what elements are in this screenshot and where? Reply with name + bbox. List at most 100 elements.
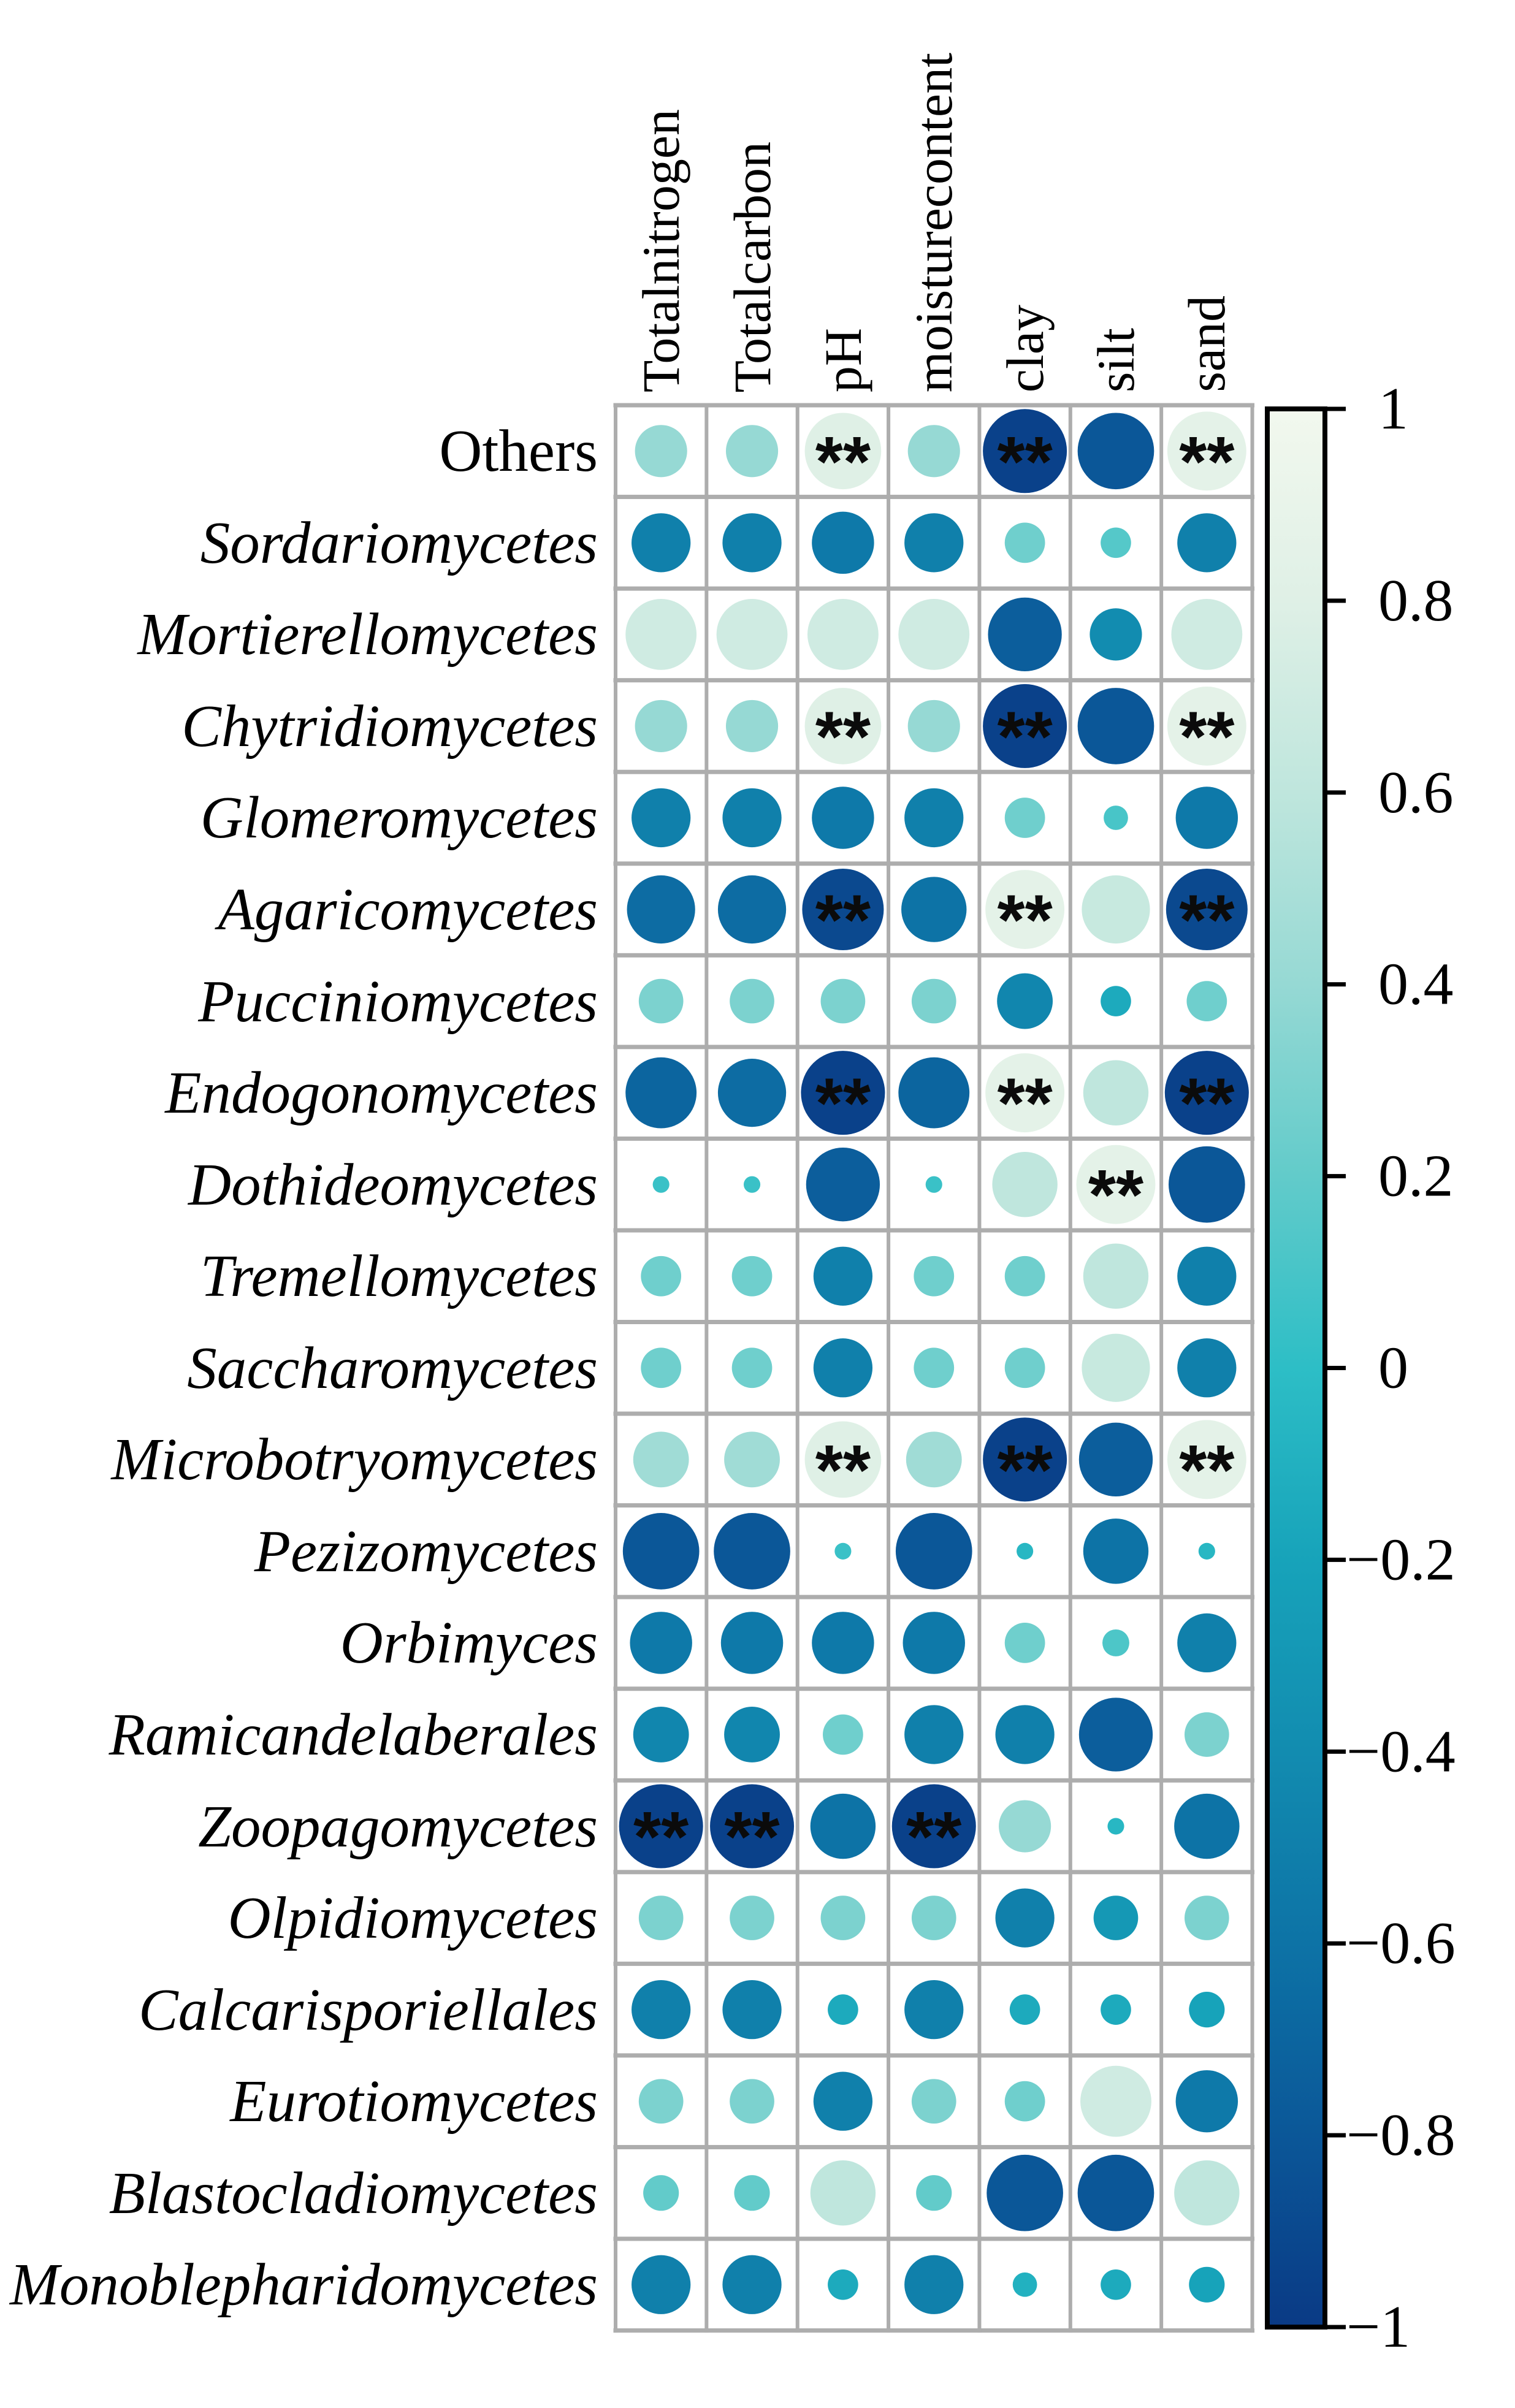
- grid-vline: [1159, 403, 1164, 2333]
- correlation-dot-microbotryomycetes-clay: [983, 1417, 1067, 1502]
- colorbar-tick-label: −0.8: [1346, 2102, 1456, 2168]
- colorbar-tick: [1325, 2133, 1346, 2138]
- correlation-dot-pezizomycetes-totalcarbon: [714, 1513, 790, 1590]
- significance-marker: **: [633, 1797, 689, 1876]
- correlation-dot-agaricomycetes-sand: [1166, 869, 1248, 951]
- correlation-dot-chytridiomycetes-totalcarbon: [725, 699, 779, 752]
- grid-hline: [613, 403, 1255, 408]
- correlation-dot-eurotiomycetes-moisturecontent: [911, 2079, 956, 2124]
- correlation-dot-glomeromycetes-ph: [812, 787, 874, 849]
- correlation-dot-microbotryomycetes-sand: [1167, 1420, 1246, 1499]
- correlation-dot-glomeromycetes-sand: [1175, 787, 1238, 849]
- correlation-dot-zoopagomycetes-totalcarbon: [710, 1784, 795, 1869]
- correlation-dot-endogonomycetes-sand: [1164, 1051, 1249, 1135]
- correlation-dot-tremellomycetes-silt: [1083, 1243, 1149, 1309]
- correlation-dots: [619, 409, 1249, 2314]
- correlation-dot-calcarisporiellales-totalnitrogen: [632, 1979, 691, 2040]
- correlation-dot-sordariomycetes-totalnitrogen: [632, 513, 691, 573]
- correlation-dot-sordariomycetes-clay: [1004, 522, 1045, 563]
- colorbar-tick-label: 0.8: [1378, 568, 1454, 634]
- correlation-dot-mortierellomycetes-silt: [1090, 608, 1142, 661]
- correlation-dot-eurotiomycetes-sand: [1175, 2070, 1238, 2133]
- row-label-chytridiomycetes: Chytridiomycetes: [181, 693, 598, 759]
- grid-hline: [613, 769, 1255, 774]
- grid-vline: [704, 403, 709, 2333]
- grid-hline: [613, 1778, 1255, 1783]
- grid-hline: [613, 586, 1255, 591]
- row-label-dothideomycetes: Dothideomycetes: [188, 1151, 598, 1217]
- correlation-dot-olpidiomycetes-clay: [995, 1888, 1055, 1948]
- correlation-dot-agaricomycetes-clay: [985, 870, 1065, 949]
- colorbar-tick: [1325, 1941, 1346, 1946]
- row-label-pezizomycetes: Pezizomycetes: [254, 1518, 598, 1584]
- colorbar-tick: [1325, 1366, 1346, 1370]
- significance-marker: **: [1179, 696, 1235, 776]
- correlation-dot-dothideomycetes-moisturecontent: [925, 1176, 942, 1193]
- correlation-dot-olpidiomycetes-sand: [1184, 1896, 1229, 1940]
- correlation-dot-dothideomycetes-totalnitrogen: [652, 1176, 670, 1193]
- significance-marker: **: [815, 696, 871, 776]
- grid-hline: [613, 495, 1255, 500]
- correlation-dot-sordariomycetes-sand: [1177, 513, 1237, 573]
- correlation-dot-pucciniomycetes-sand: [1186, 981, 1227, 1021]
- correlation-dot-agaricomycetes-totalnitrogen: [627, 875, 695, 944]
- correlation-dot-others-clay: [983, 409, 1067, 493]
- correlation-dot-pezizomycetes-moisturecontent: [895, 1513, 972, 1590]
- correlation-dot-dothideomycetes-silt: [1076, 1145, 1156, 1224]
- grid-hline: [613, 2328, 1255, 2333]
- correlation-dot-eurotiomycetes-silt: [1080, 2065, 1151, 2137]
- row-label-mortierellomycetes: Mortierellomycetes: [137, 601, 598, 668]
- significance-marker: **: [1179, 1064, 1235, 1143]
- correlation-dot-eurotiomycetes-clay: [1004, 2081, 1045, 2122]
- correlation-dot-monoblepharidomycetes-moisturecontent: [904, 2255, 964, 2314]
- correlation-dot-tremellomycetes-sand: [1177, 1246, 1237, 1306]
- grid-hline: [613, 2144, 1255, 2149]
- correlation-dot-ramicandelaberales-clay: [995, 1705, 1055, 1764]
- colorbar-tick-label: 0: [1378, 1335, 1408, 1401]
- correlation-dot-ramicandelaberales-ph: [823, 1714, 863, 1755]
- correlation-dot-blastocladiomycetes-silt: [1077, 2154, 1154, 2231]
- correlation-dot-ramicandelaberales-totalnitrogen: [633, 1707, 689, 1762]
- significance-marker: **: [724, 1797, 780, 1876]
- correlation-dot-eurotiomycetes-ph: [813, 2071, 873, 2131]
- correlation-dot-calcarisporiellales-moisturecontent: [904, 1979, 964, 2040]
- row-label-endogonomycetes: Endogonomycetes: [165, 1060, 598, 1126]
- correlation-dot-orbimyces-ph: [812, 1612, 874, 1674]
- correlation-dot-tremellomycetes-totalnitrogen: [641, 1255, 682, 1297]
- correlation-dot-zoopagomycetes-ph: [810, 1793, 876, 1859]
- significance-marker: **: [815, 880, 871, 960]
- significance-marker: **: [997, 422, 1053, 501]
- row-label-olpidiomycetes: Olpidiomycetes: [227, 1885, 598, 1951]
- significance-marker: **: [1088, 1155, 1144, 1235]
- correlation-dot-mortierellomycetes-moisturecontent: [898, 598, 970, 670]
- correlation-dot-sordariomycetes-moisturecontent: [904, 513, 964, 573]
- grid-hline: [613, 953, 1255, 958]
- correlation-dot-saccharomycetes-clay: [1004, 1347, 1045, 1389]
- grid-hline: [613, 678, 1255, 683]
- correlation-dot-olpidiomycetes-moisturecontent: [911, 1896, 956, 1940]
- correlation-dot-monoblepharidomycetes-ph: [828, 2269, 858, 2300]
- significance-marker: **: [1179, 1430, 1235, 1510]
- grid-hline: [613, 1686, 1255, 1691]
- correlation-dot-agaricomycetes-totalcarbon: [717, 875, 787, 944]
- correlation-dot-orbimyces-totalnitrogen: [630, 1612, 692, 1674]
- correlation-dot-mortierellomycetes-clay: [988, 597, 1062, 672]
- correlation-dot-ramicandelaberales-totalcarbon: [724, 1707, 780, 1762]
- grid-vline: [887, 403, 891, 2333]
- correlation-dot-sordariomycetes-silt: [1101, 527, 1131, 558]
- correlation-dot-microbotryomycetes-ph: [804, 1421, 882, 1498]
- colorbar-tick-label: −0.2: [1346, 1526, 1456, 1593]
- correlation-dot-chytridiomycetes-sand: [1167, 686, 1246, 766]
- row-label-microbotryomycetes: Microbotryomycetes: [111, 1427, 598, 1493]
- correlation-dot-monoblepharidomycetes-totalnitrogen: [632, 2255, 691, 2314]
- correlation-dot-endogonomycetes-ph: [801, 1051, 885, 1135]
- correlation-dot-pezizomycetes-totalnitrogen: [622, 1513, 700, 1590]
- correlation-dot-microbotryomycetes-totalnitrogen: [633, 1431, 689, 1488]
- correlation-dot-mortierellomycetes-sand: [1171, 598, 1243, 670]
- correlation-dot-zoopagomycetes-silt: [1107, 1818, 1124, 1835]
- colorbar-tick-label: 0.2: [1378, 1143, 1454, 1210]
- correlation-dot-sordariomycetes-ph: [812, 511, 874, 574]
- grid-hline: [613, 1320, 1255, 1324]
- grid-vline: [1250, 403, 1254, 2333]
